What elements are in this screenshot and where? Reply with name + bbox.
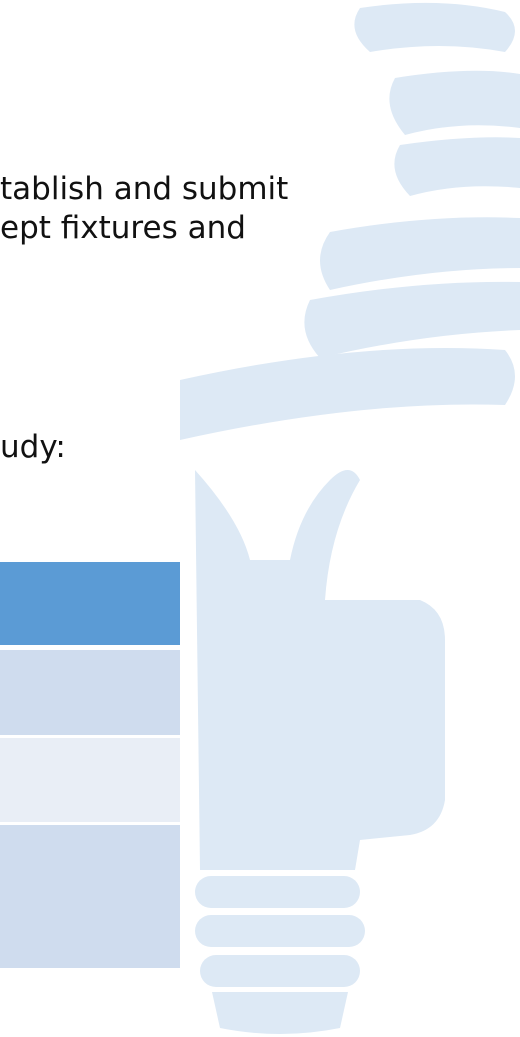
spiral-band	[394, 137, 520, 196]
base-ring	[195, 876, 360, 908]
table-row	[0, 738, 180, 822]
text-line: udy:	[0, 432, 66, 463]
table-row	[0, 650, 180, 735]
base-ring	[195, 915, 365, 947]
table-header	[0, 562, 180, 645]
bulb-base	[195, 470, 445, 870]
spiral-band	[389, 71, 520, 135]
slide: tablish and submit ept fixtures and udy:…	[0, 0, 520, 1037]
text-line: tablish and submit	[0, 174, 288, 205]
base-ring	[200, 955, 360, 987]
spiral-band	[304, 282, 520, 358]
text-line: ept fixtures and	[0, 213, 246, 244]
spiral-band	[320, 217, 520, 290]
bulb-tip	[212, 992, 348, 1034]
spiral-band	[354, 3, 515, 52]
spiral-band	[180, 348, 515, 440]
table-row	[0, 825, 180, 968]
